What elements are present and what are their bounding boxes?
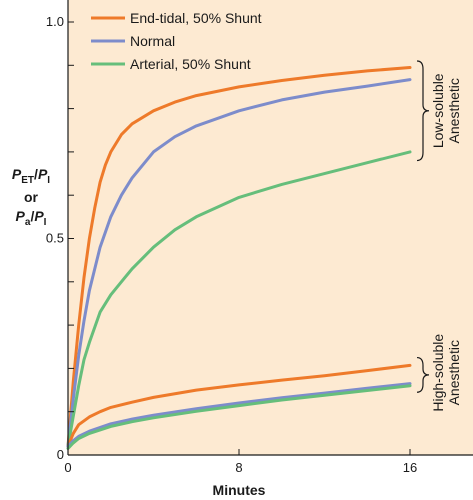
series-line-low-1 xyxy=(66,78,412,448)
low-soluble-label-line: Low-soluble xyxy=(430,73,446,148)
axes-layer: 0 0.5 1.0 0 8 16 xyxy=(46,0,473,475)
ylabel-p2: P xyxy=(37,166,48,182)
high-soluble-brace xyxy=(416,356,430,393)
x-tick-label: 0 xyxy=(64,460,71,475)
ylabel-p1: P xyxy=(11,166,22,182)
ylabel-sub-i2: I xyxy=(43,217,47,229)
ylabel-p4: P xyxy=(34,208,44,225)
low-soluble-brace xyxy=(416,60,430,162)
series-line-high-1 xyxy=(66,382,412,448)
y-tick-label: 0 xyxy=(57,447,64,462)
low-soluble-label: Low-soluble Anesthetic xyxy=(430,73,462,148)
high-soluble-label: High-soluble Anesthetic xyxy=(430,334,462,412)
series-layer xyxy=(66,66,412,450)
y-tick-label: 1.0 xyxy=(46,14,64,29)
x-tick-label: 8 xyxy=(235,460,242,475)
y-axis-label-line3: Pa/PI xyxy=(2,208,60,228)
legend: End-tidal, 50% Shunt Normal Arterial, 50% … xyxy=(91,10,262,72)
low-soluble-label-line: Anesthetic xyxy=(446,78,462,143)
series-line-low-2 xyxy=(66,150,412,448)
series-line-high-2 xyxy=(66,384,412,450)
series-line-low-0 xyxy=(66,66,412,448)
ylabel-p3: P xyxy=(15,208,25,225)
ylabel-sub-a: a xyxy=(24,217,31,229)
high-soluble-label-line: High-soluble xyxy=(430,334,446,412)
high-soluble-label-line: Anesthetic xyxy=(446,340,462,405)
ylabel-sub-i1: I xyxy=(47,174,51,186)
plot-background xyxy=(68,0,473,455)
x-tick-label: 16 xyxy=(403,460,417,475)
legend-label: Arterial, 50% Shunt xyxy=(130,56,251,72)
y-axis-label-connector: or xyxy=(24,189,38,206)
legend-label: End-tidal, 50% Shunt xyxy=(130,10,262,26)
ylabel-sub-et: ET xyxy=(21,174,35,186)
legend-label: Normal xyxy=(130,33,175,49)
ylabel-slash2: / xyxy=(30,208,35,225)
x-axis-label: Minutes xyxy=(213,482,266,498)
y-axis-label: PET/PI or Pa/PI xyxy=(2,166,60,229)
y-tick-label: 0.5 xyxy=(46,231,64,246)
ylabel-slash1: / xyxy=(34,166,38,182)
series-line-high-0 xyxy=(66,363,412,448)
y-axis-label-line1: PET/PI xyxy=(2,166,60,186)
